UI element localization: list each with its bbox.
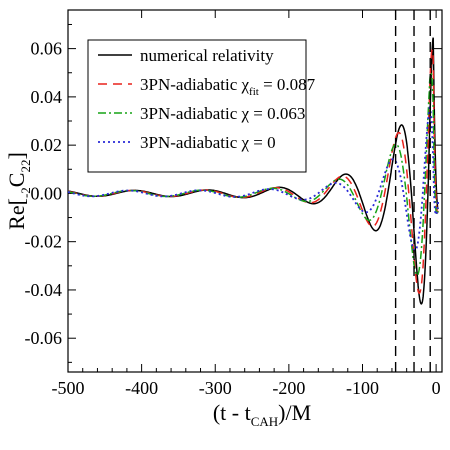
y-tick-label: 0.04 (31, 87, 63, 107)
x-tick-label: -100 (346, 378, 379, 398)
x-tick-label: -300 (199, 378, 232, 398)
y-axis-label-sub: 22 (18, 160, 33, 173)
series-line-1 (68, 48, 439, 295)
legend-box (87, 39, 307, 173)
y-axis-ticks: -0.06 -0.04 -0.02 0.00 0.02 0.04 0.06 (25, 23, 442, 363)
y-axis-label: Re[-2C22] (4, 152, 33, 230)
x-tick-label: -500 (52, 378, 85, 398)
vertical-lines (394, 10, 431, 372)
x-axis-label: (t - tCAH)/M (213, 400, 311, 429)
legend-label-chi-0: 3PN-adiabatic χ = 0 (140, 133, 276, 152)
legend-label-numerical-relativity: numerical relativity (140, 46, 274, 65)
x-axis-label-main: (t - t (213, 400, 251, 425)
legend-label-chi-fit: 3PN-adiabatic χfit = 0.087 (140, 75, 316, 98)
y-axis-label-tail: ] (4, 152, 29, 159)
x-axis-ticks: -500 -400 -300 -200 -100 0 (52, 10, 441, 398)
y-tick-label: 0.06 (31, 39, 63, 59)
series-line-2 (68, 71, 439, 277)
x-tick-label: 0 (432, 378, 441, 398)
y-tick-label: -0.02 (25, 232, 63, 252)
y-axis-label-presub: -2 (18, 187, 33, 198)
x-tick-label: -400 (125, 378, 158, 398)
legend: numerical relativity 3PN-adiabatic χfit … (87, 39, 316, 173)
x-axis-label-tail: )/M (278, 400, 311, 425)
series-group (68, 37, 440, 305)
y-axis-label-letter: C (4, 173, 29, 188)
y-tick-label: 0.00 (31, 183, 63, 203)
y-tick-label: -0.04 (25, 280, 63, 300)
series-line-3 (68, 106, 440, 252)
y-tick-label: 0.02 (31, 135, 63, 155)
y-tick-label: -0.06 (25, 328, 63, 348)
y-axis-label-main: Re[ (4, 198, 29, 230)
x-tick-label: -200 (272, 378, 305, 398)
x-axis-label-sub: CAH (251, 414, 278, 429)
legend-label-chi-0063: 3PN-adiabatic χ = 0.063 (140, 104, 305, 123)
